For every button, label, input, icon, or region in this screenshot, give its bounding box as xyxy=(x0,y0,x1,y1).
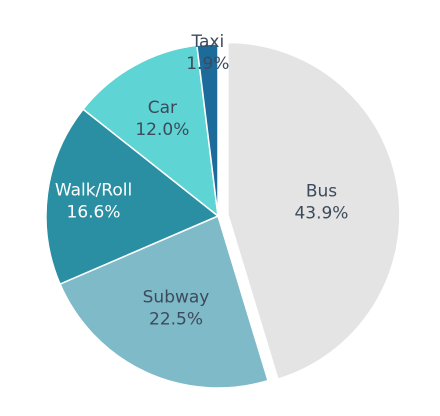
slice-name-bus: Bus xyxy=(306,182,337,202)
slice-name-subway: Subway xyxy=(143,287,210,307)
slice-value-subway: 22.5% xyxy=(149,309,203,329)
pie-slice-walk-roll xyxy=(45,108,220,286)
slice-label-bus: Bus 43.9% xyxy=(294,182,348,224)
pie-slice-taxi xyxy=(196,43,219,217)
pie-slice-car xyxy=(82,44,219,218)
slice-value-walk-roll: 16.6% xyxy=(67,203,121,223)
slice-label-taxi: Taxi 1.9% xyxy=(186,32,229,74)
slice-label-car: Car 12.0% xyxy=(135,98,189,140)
slice-value-bus: 43.9% xyxy=(294,204,348,224)
pie-slices xyxy=(45,41,401,389)
pie-labels: Bus 43.9%Subway 22.5%Walk/Roll 16.6%Car 12.0… xyxy=(55,32,349,329)
pie-slice-bus xyxy=(227,41,401,381)
slice-value-taxi: 1.9% xyxy=(186,54,229,74)
slice-name-car: Car xyxy=(148,98,177,118)
slice-name-taxi: Taxi xyxy=(190,32,224,52)
slice-label-subway: Subway 22.5% xyxy=(143,287,210,329)
slice-value-car: 12.0% xyxy=(135,120,189,140)
slice-name-walk-roll: Walk/Roll xyxy=(55,181,132,201)
pie-slice-subway xyxy=(59,214,269,389)
slice-label-walk-roll: Walk/Roll 16.6% xyxy=(55,181,132,223)
